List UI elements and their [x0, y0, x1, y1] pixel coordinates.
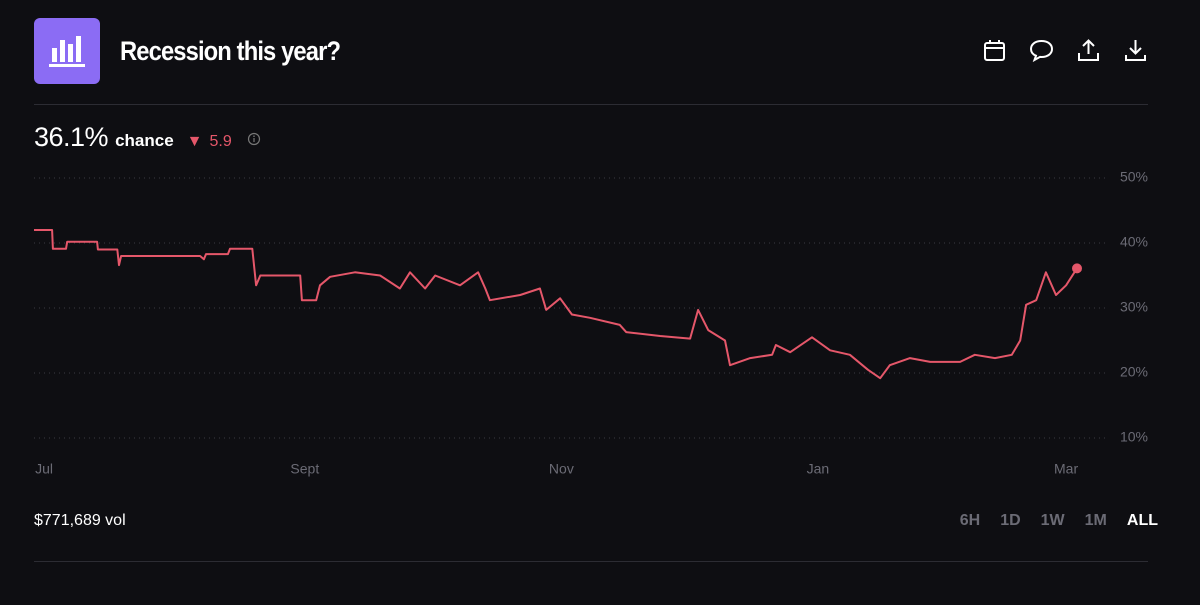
x-tick-label: Mar: [1054, 461, 1078, 477]
download-button[interactable]: [1123, 38, 1148, 63]
market-logo: [34, 18, 100, 84]
chance-value: 36.1%: [34, 122, 109, 152]
range-button[interactable]: 6H: [959, 512, 981, 529]
market-title: Recession this year?: [120, 36, 341, 66]
divider: [34, 104, 1148, 105]
y-tick-label: 20%: [1120, 364, 1148, 380]
chance-label: chance: [115, 131, 174, 150]
x-tick-label: Nov: [549, 461, 574, 477]
price-line: [34, 229, 1078, 380]
range-button[interactable]: ALL: [1126, 512, 1158, 529]
toolbar: [982, 38, 1148, 63]
x-tick-label: Sept: [290, 461, 319, 477]
y-tick-label: 50%: [1120, 169, 1148, 185]
change-arrow: ▼: [186, 133, 203, 150]
info-icon[interactable]: [247, 132, 261, 146]
stat-row: 36.1% chance ▼ 5.9: [34, 122, 261, 153]
x-tick-label: Jan: [807, 461, 830, 477]
range-button[interactable]: 1W: [1040, 512, 1065, 529]
range-button[interactable]: 1D: [1000, 512, 1021, 529]
current-point: [1072, 263, 1082, 274]
range-selector: 6H 1D 1W 1M ALL: [960, 512, 1158, 530]
change-value: 5.9: [209, 133, 232, 150]
calendar-button[interactable]: [982, 38, 1007, 63]
y-tick-label: 10%: [1120, 429, 1148, 445]
volume: $771,689 vol: [34, 512, 126, 529]
y-tick-label: 40%: [1120, 234, 1148, 250]
y-tick-label: 30%: [1120, 299, 1148, 315]
logo-icon: [49, 36, 85, 67]
range-button[interactable]: 1M: [1084, 512, 1107, 529]
divider: [34, 561, 1148, 562]
share-button[interactable]: [1076, 38, 1101, 63]
x-tick-label: Jul: [35, 461, 53, 477]
comment-button[interactable]: [1029, 38, 1054, 63]
